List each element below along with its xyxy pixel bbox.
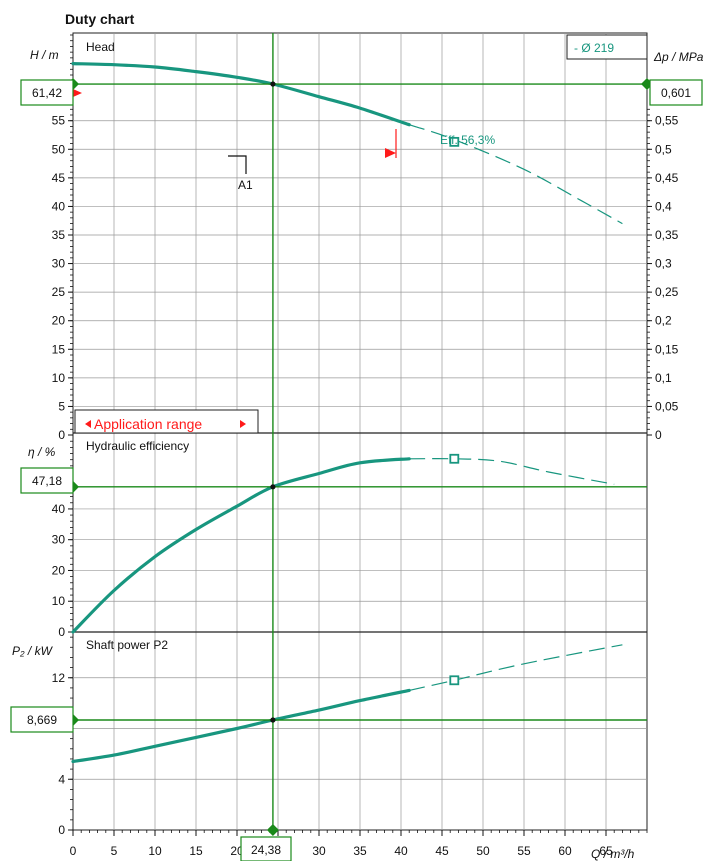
y-tick-label: 5 xyxy=(58,399,65,413)
head-value: 61,42 xyxy=(32,86,62,100)
tick-labels: 0510152025303540455055010203040041200,05… xyxy=(52,114,679,858)
head-annotations: A1 Eff. 56,3% xyxy=(73,89,495,192)
x-tick-label: 60 xyxy=(558,844,572,858)
secondary-y-tick-label: 0 xyxy=(655,428,662,442)
y-tick-label: 20 xyxy=(52,563,66,577)
power-curve-solid xyxy=(71,688,411,764)
x-tick-label: 45 xyxy=(435,844,449,858)
power-value-box xyxy=(10,706,74,733)
curves xyxy=(71,62,623,764)
y-tick-label: 45 xyxy=(52,171,66,185)
head-axis-red-marker xyxy=(73,89,82,97)
flow-axis-duty-diamond xyxy=(266,824,279,836)
impeller-legend: - Ø 219 xyxy=(566,34,648,60)
y-tick-label: 40 xyxy=(52,502,66,516)
head-best-efficiency-marker xyxy=(449,136,460,147)
dp-y-axis-label: Δp / MPa xyxy=(653,50,704,64)
secondary-y-tick-label: 0,1 xyxy=(655,371,672,385)
y-tick-label: 0 xyxy=(58,823,65,837)
efficiency-value: 47,18 xyxy=(32,474,62,488)
flow-value-box xyxy=(240,836,292,861)
efficiency-value-box xyxy=(20,467,74,494)
secondary-y-tick-label: 0,35 xyxy=(655,228,679,242)
secondary-y-tick-label: 0,3 xyxy=(655,257,672,271)
impeller-diameter-label: - Ø 219 xyxy=(574,41,614,55)
x-tick-label: 5 xyxy=(111,844,118,858)
power-duty-point xyxy=(270,717,276,723)
flow-value: 24,38 xyxy=(251,843,281,857)
duty-value-boxes: 61,42 0,601 47,18 8,669 24,38 xyxy=(10,79,703,861)
application-range-box xyxy=(74,409,259,434)
power-y-axis-label: P₂ / kW xyxy=(12,644,54,658)
y-tick-label: 50 xyxy=(52,142,66,156)
efficiency-marker-label: Eff. 56,3% xyxy=(440,133,495,147)
x-tick-label: 40 xyxy=(394,844,408,858)
y-tick-label: 15 xyxy=(52,342,66,356)
dp-value: 0,601 xyxy=(661,86,691,100)
efficiency-best-efficiency-marker xyxy=(449,453,460,464)
x-tick-label: 0 xyxy=(70,844,77,858)
secondary-y-tick-label: 0,15 xyxy=(655,342,679,356)
power-best-efficiency-marker xyxy=(449,675,460,686)
secondary-y-tick-label: 0,5 xyxy=(655,142,672,156)
x-tick-label: 65 xyxy=(599,844,613,858)
head-y-axis-label: H / m xyxy=(30,48,59,62)
y-tick-label: 0 xyxy=(58,625,65,639)
power-panel-label: Shaft power P2 xyxy=(86,638,168,652)
efficiency-y-axis-label: η / % xyxy=(28,445,56,459)
head-panel-label: Head xyxy=(86,40,115,54)
impeller-legend-box xyxy=(566,34,648,60)
y-tick-label: 10 xyxy=(52,371,66,385)
chart-title: Duty chart xyxy=(65,11,135,27)
y-tick-label: 0 xyxy=(58,428,65,442)
secondary-y-tick-label: 0,25 xyxy=(655,285,679,299)
y-tick-label: 55 xyxy=(52,114,66,128)
x-tick-label: 50 xyxy=(476,844,490,858)
x-tick-label: 15 xyxy=(189,844,203,858)
y-tick-label: 25 xyxy=(52,285,66,299)
application-range-left-arrow xyxy=(85,420,91,428)
y-tick-label: 40 xyxy=(52,199,66,213)
efficiency-panel-label: Hydraulic efficiency xyxy=(86,439,189,453)
secondary-y-tick-label: 0,55 xyxy=(655,114,679,128)
dp-value-box xyxy=(649,79,703,106)
x-tick-label: 30 xyxy=(312,844,326,858)
y-tick-label: 10 xyxy=(52,594,66,608)
efficiency-curve-dashed xyxy=(409,458,615,485)
x-tick-label: 55 xyxy=(517,844,531,858)
operating-point-label: A1 xyxy=(238,178,253,192)
application-range-right-arrow xyxy=(240,420,246,428)
y-tick-label: 20 xyxy=(52,314,66,328)
secondary-y-tick-label: 0,45 xyxy=(655,171,679,185)
y-tick-label: 30 xyxy=(52,257,66,271)
power-curve-dashed xyxy=(409,644,623,691)
secondary-y-tick-label: 0,4 xyxy=(655,199,672,213)
grid xyxy=(73,33,647,830)
application-range: Application range xyxy=(74,409,259,434)
head-curve-solid xyxy=(71,62,411,127)
y-tick-label: 35 xyxy=(52,228,66,242)
x-tick-label: 35 xyxy=(353,844,367,858)
power-value: 8,669 xyxy=(27,713,57,727)
head-duty-point xyxy=(270,81,276,87)
application-range-label: Application range xyxy=(94,416,202,432)
operating-point-marker xyxy=(228,155,247,174)
secondary-y-tick-label: 0,05 xyxy=(655,399,679,413)
efficiency-curve-solid xyxy=(71,457,411,634)
head-value-box xyxy=(20,79,74,106)
secondary-y-tick-label: 0,2 xyxy=(655,314,672,328)
application-range-end-marker xyxy=(385,148,396,158)
head-curve-dashed xyxy=(409,124,623,225)
x-axis-label: Q / m³/h xyxy=(591,847,635,861)
y-tick-label: 30 xyxy=(52,533,66,547)
y-tick-label: 4 xyxy=(58,772,65,786)
efficiency-duty-point xyxy=(270,484,276,490)
x-tick-label: 10 xyxy=(148,844,162,858)
y-tick-label: 12 xyxy=(52,671,66,685)
